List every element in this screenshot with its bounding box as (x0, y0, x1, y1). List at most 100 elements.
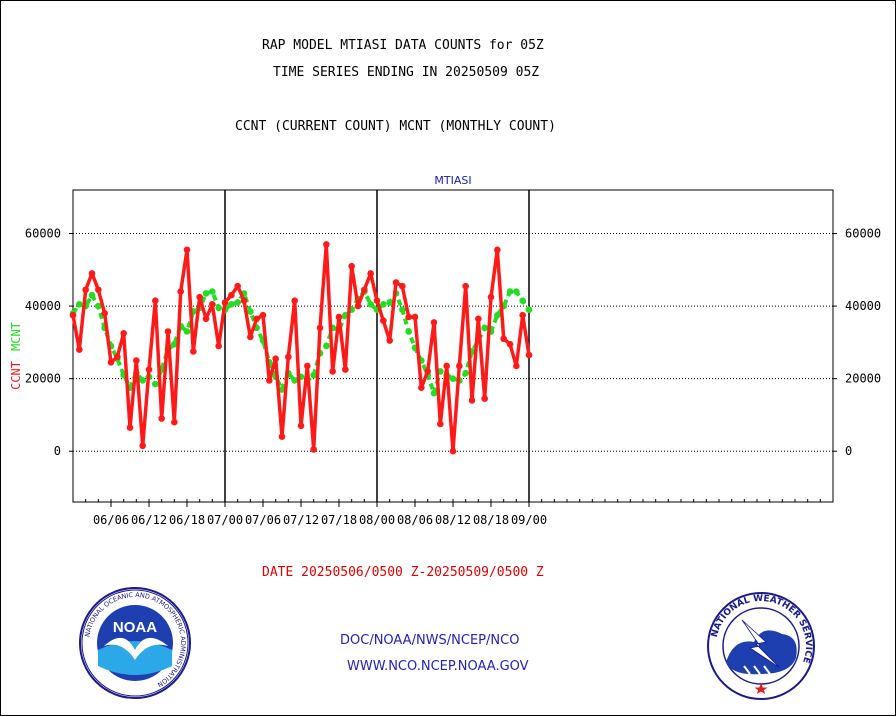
ccnt-point (88, 270, 96, 277)
x-tick-label: 08/00 (359, 513, 395, 527)
ccnt-point (240, 297, 248, 304)
ccnt-point (158, 415, 165, 422)
mcnt-point (202, 290, 210, 297)
mcnt-point (405, 328, 412, 335)
plot-frame (72, 189, 834, 503)
ccnt-point (297, 422, 305, 430)
ccnt-point (285, 353, 292, 361)
ccnt-point (392, 279, 400, 286)
date-range-label: DATE 20250506/0500 Z-20250509/0500 Z (262, 565, 544, 580)
nws-logo: NATIONAL WEATHER SERVICE (707, 592, 815, 700)
ccnt-point (367, 270, 374, 277)
mcnt-point (380, 300, 387, 308)
mcnt-point (291, 377, 298, 384)
ccnt-point (278, 433, 286, 440)
ccnt-point (354, 302, 362, 310)
doc-noaa-link[interactable]: DOC/NOAA/NWS/NCEP/NCO (340, 633, 520, 648)
ccnt-point (468, 397, 476, 404)
ccnt-point (418, 384, 425, 392)
series-title: MTIASI (434, 174, 471, 187)
ccnt-point (177, 288, 184, 295)
ccnt-axis-label: CCNT (9, 361, 23, 390)
ccnt-point (316, 324, 324, 332)
ccnt-point (133, 357, 140, 364)
mcnt-point (310, 371, 317, 379)
ccnt-point (291, 297, 298, 304)
ccnt-point (519, 311, 526, 319)
chart-title-line2: TIME SERIES ENDING IN 20250509 05Z (273, 65, 540, 80)
ccnt-point (513, 362, 520, 370)
ccnt-point (221, 299, 229, 306)
mcnt-point (367, 300, 374, 308)
ccnt-point (259, 311, 267, 319)
mcnt-point (88, 291, 96, 299)
ccnt-point (456, 362, 463, 370)
mcnt-point (76, 300, 83, 308)
ccnt-point (525, 351, 533, 359)
mcnt-point (228, 300, 235, 308)
x-tick-label: 06/12 (131, 513, 167, 527)
mcnt-point (449, 375, 457, 382)
x-tick-label: 07/18 (321, 513, 357, 527)
y-tick-label-left: 40000 (25, 299, 61, 313)
ccnt-point (266, 377, 273, 384)
mcnt-point (462, 369, 469, 377)
ccnt-point (399, 282, 406, 290)
ccnt-point (272, 355, 279, 362)
ccnt-point (329, 368, 336, 375)
mcnt-point (209, 288, 216, 295)
x-tick-label: 07/00 (207, 513, 243, 527)
ccnt-point (152, 297, 159, 304)
ccnt-point (323, 241, 330, 248)
ccnt-point (126, 424, 134, 431)
ccnt-point (82, 286, 89, 294)
ccnt-point (145, 366, 153, 373)
x-tick-label: 08/18 (473, 513, 509, 527)
nco-website-link[interactable]: WWW.NCO.NCEP.NOAA.GOV (347, 659, 529, 674)
ccnt-point (69, 311, 77, 319)
ccnt-point (462, 282, 469, 290)
y-tick-label-left: 60000 (25, 227, 61, 241)
ccnt-point (373, 297, 381, 304)
x-tick-label: 07/12 (283, 513, 319, 527)
y-tick-label-left: 0 (54, 444, 61, 458)
ccnt-point (386, 337, 393, 344)
ccnt-point (361, 286, 368, 294)
ccnt-point (171, 418, 178, 426)
ccnt-point (247, 333, 254, 341)
ccnt-point (405, 313, 412, 321)
mcnt-point (171, 340, 178, 348)
x-tick-label: 06/18 (169, 513, 205, 527)
noaa-gull (104, 637, 168, 660)
ccnt-point (411, 313, 419, 321)
ccnt-point (342, 366, 349, 373)
nws-lightning (741, 619, 781, 669)
ccnt-point (164, 328, 172, 335)
x-tick-label: 08/12 (435, 513, 471, 527)
ccnt-point (443, 362, 450, 370)
nws-star (754, 683, 768, 694)
mcnt-point (247, 308, 254, 315)
ccnt-point (114, 353, 121, 361)
mcnt-point (430, 389, 438, 397)
y-tick-label-right: 0 (845, 444, 852, 458)
mcnt-point (519, 297, 526, 304)
x-tick-label: 08/06 (397, 513, 433, 527)
mcnt-point (278, 386, 286, 393)
ccnt-point (424, 368, 431, 375)
mcnt-point (481, 324, 488, 332)
chart-title-line3: CCNT (CURRENT COUNT) MCNT (MONTHLY COUNT… (235, 119, 556, 134)
x-tick-label: 06/06 (93, 513, 129, 527)
x-tick-label: 09/00 (511, 513, 547, 527)
mcnt-point (494, 311, 501, 319)
axes-layer (69, 189, 837, 507)
ccnt-point (107, 359, 115, 366)
ccnt-point (139, 442, 146, 450)
ccnt-point (215, 342, 222, 350)
ccnt-point (228, 291, 235, 299)
mcnt-axis-label: MCNT (9, 322, 23, 351)
ccnt-point (95, 286, 102, 294)
ccnt-point (76, 346, 83, 353)
ccnt-point (253, 315, 260, 323)
